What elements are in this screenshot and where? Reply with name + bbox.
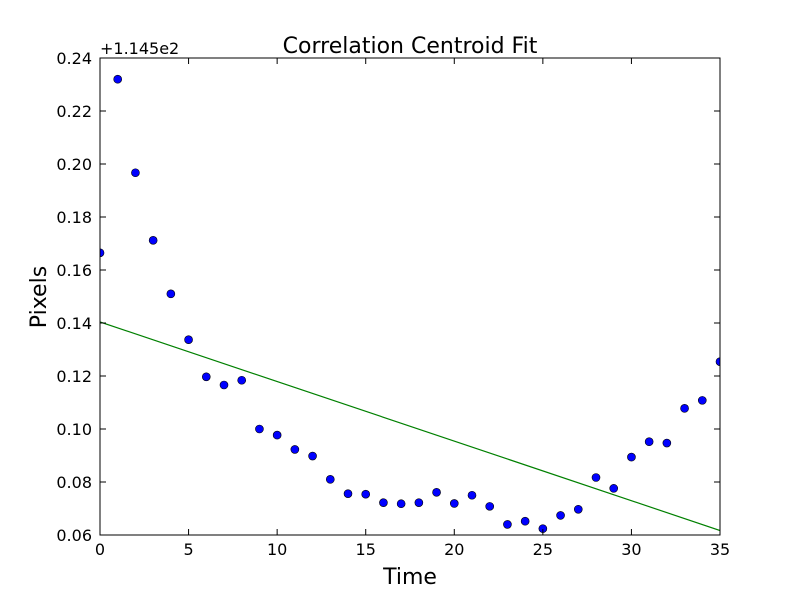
axes: 0 5 10 15 20 25 30 35 0.06 0.08 0.10 0.12 0.14 0.16 0.… xyxy=(56,49,730,559)
data-point xyxy=(432,488,441,497)
x-axis-label: Time xyxy=(382,565,437,590)
data-point xyxy=(272,430,282,440)
data-point xyxy=(255,424,264,434)
data-point xyxy=(520,516,530,526)
data-point xyxy=(573,504,583,514)
data-point xyxy=(201,372,211,382)
plot-frame xyxy=(99,57,721,536)
data-point xyxy=(361,489,371,499)
y-tick-label: 0.16 xyxy=(56,261,92,280)
data-point xyxy=(131,168,140,178)
x-tick-label: 10 xyxy=(267,540,287,559)
x-tick-label: 20 xyxy=(444,540,464,559)
y-offset-label: +1.145e2 xyxy=(100,39,179,58)
plot-area xyxy=(100,74,720,533)
data-point xyxy=(237,375,247,385)
y-tick-label: 0.20 xyxy=(56,155,92,174)
data-point xyxy=(680,404,689,413)
data-point xyxy=(148,236,158,245)
data-point xyxy=(591,473,601,482)
y-tick-label: 0.06 xyxy=(56,526,92,545)
data-point xyxy=(343,489,353,498)
y-tick-label: 0.08 xyxy=(56,473,92,492)
fit-line xyxy=(100,321,720,532)
data-point xyxy=(662,438,672,448)
y-tick-label: 0.10 xyxy=(56,420,92,439)
data-point xyxy=(644,437,654,447)
y-tick-label: 0.24 xyxy=(56,49,92,68)
data-point xyxy=(715,357,720,366)
x-tick-label: 0 xyxy=(95,540,105,559)
chart-title: Correlation Centroid Fit xyxy=(283,34,538,59)
data-point xyxy=(379,498,388,507)
x-tick-label: 30 xyxy=(621,540,641,559)
data-point xyxy=(219,380,229,390)
data-point xyxy=(697,396,707,405)
data-point xyxy=(503,520,512,529)
y-tick-label: 0.22 xyxy=(56,102,92,121)
x-tick-label: 15 xyxy=(356,540,376,559)
data-point xyxy=(184,335,193,344)
data-point xyxy=(556,511,565,520)
x-tick-label: 25 xyxy=(533,540,553,559)
data-point xyxy=(113,74,123,84)
y-tick-label: 0.14 xyxy=(56,314,92,333)
data-point xyxy=(290,445,300,454)
y-tick-label: 0.12 xyxy=(56,367,92,386)
data-point xyxy=(166,289,176,299)
y-tick-label: 0.18 xyxy=(56,208,92,227)
data-point xyxy=(325,475,335,484)
data-point xyxy=(100,248,105,258)
data-point xyxy=(414,498,424,507)
data-point xyxy=(396,499,406,509)
data-point xyxy=(627,452,636,462)
y-axis-label: Pixels xyxy=(27,266,52,328)
data-point xyxy=(485,502,495,511)
data-point xyxy=(467,490,477,500)
data-point xyxy=(308,451,317,461)
x-tick-label: 35 xyxy=(710,540,730,559)
data-point xyxy=(609,484,619,493)
x-tick-label: 5 xyxy=(183,540,193,559)
data-point xyxy=(449,499,459,508)
